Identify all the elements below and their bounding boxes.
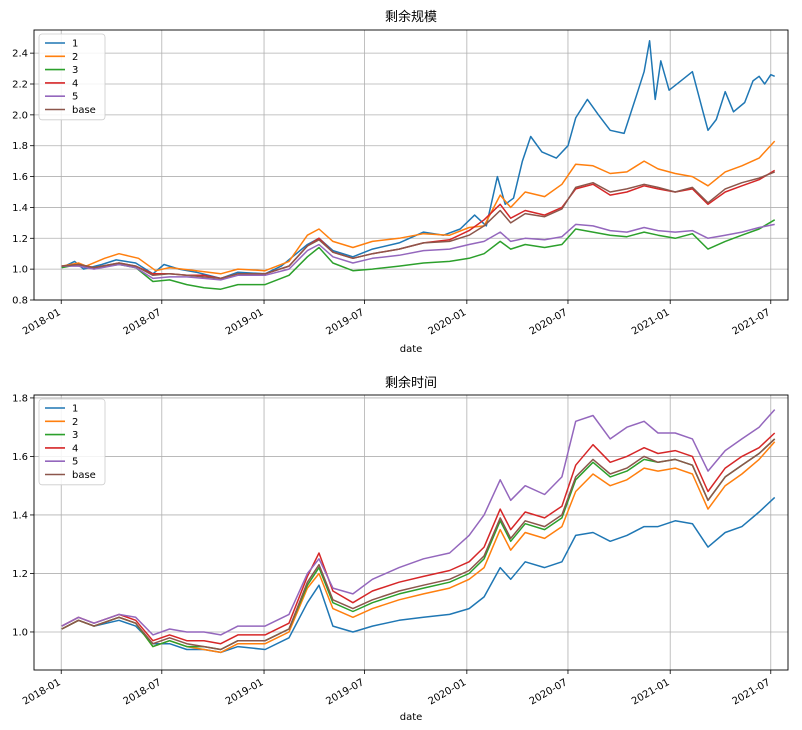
chart-panel-2: 剩余时间 1.0 1.2 1.4 1.6 1.8 2018-01 2018-07 2019-01… xyxy=(12,375,789,723)
legend-box xyxy=(38,33,106,121)
x-tick-label: 2021-07 xyxy=(731,307,773,337)
x-tick-label: 2018-07 xyxy=(122,307,164,337)
x-tick-label: 2020-07 xyxy=(528,307,570,337)
y-tick-label: 1.6 xyxy=(12,452,28,463)
chart-panel-1: 剩余规模 0.8 1.0 1.2 1.4 1.6 1.8 2.0 2.2 2.4 2018-01 20… xyxy=(12,9,789,355)
x-tick-label: 2020-01 xyxy=(427,307,469,337)
legend-label-base: base xyxy=(72,105,96,116)
series-line-base xyxy=(61,438,776,651)
legend-label-1: 1 xyxy=(72,404,78,415)
legend-label-base: base xyxy=(72,470,96,481)
x-tick-label: 2019-07 xyxy=(324,307,366,337)
x-tick-label: 2020-01 xyxy=(427,677,469,707)
chart-title: 剩余规模 xyxy=(385,9,437,25)
y-tick-label: 1.8 xyxy=(12,141,28,152)
y-tick-label: 2.2 xyxy=(12,80,28,91)
legend: 1 2 3 4 5 base xyxy=(38,398,106,486)
legend-label-5: 5 xyxy=(72,457,78,468)
y-tick-label: 1.4 xyxy=(12,510,28,521)
legend-label-5: 5 xyxy=(72,92,78,103)
series-line-4 xyxy=(61,432,776,645)
y-tick-label: 1.2 xyxy=(12,234,28,245)
x-tick-label: 2019-07 xyxy=(324,677,366,707)
x-axis-label: date xyxy=(400,344,423,355)
y-tick-label: 1.8 xyxy=(12,393,28,404)
legend: 1 2 3 4 5 base xyxy=(38,33,106,121)
x-tick-label: 2019-01 xyxy=(224,677,266,707)
series-line-1 xyxy=(61,40,775,280)
series-line-base xyxy=(61,171,775,280)
series-line-2 xyxy=(61,441,776,654)
x-tick-label: 2021-07 xyxy=(731,677,773,707)
y-tick-label: 1.4 xyxy=(12,203,28,214)
legend-label-3: 3 xyxy=(72,65,78,76)
y-tick-label: 0.8 xyxy=(12,296,28,307)
y-tick-label: 2.0 xyxy=(12,110,28,121)
x-axis-label: date xyxy=(400,712,423,723)
x-tick-label: 2019-01 xyxy=(224,307,266,337)
x-tick-label: 2021-01 xyxy=(630,307,672,337)
plot-frame xyxy=(33,29,789,301)
y-tick-label: 1.6 xyxy=(12,172,28,183)
legend-label-4: 4 xyxy=(72,443,78,454)
y-tick-label: 1.0 xyxy=(12,627,28,638)
series-line-1 xyxy=(61,496,776,654)
legend-label-3: 3 xyxy=(72,430,78,441)
x-tick-label: 2020-07 xyxy=(528,677,570,707)
plot-frame xyxy=(33,394,789,671)
x-tick-label: 2021-01 xyxy=(630,677,672,707)
legend-label-1: 1 xyxy=(72,39,78,50)
series-line-3 xyxy=(61,219,776,290)
series-line-5 xyxy=(61,409,776,636)
x-tick-label: 2018-01 xyxy=(21,677,63,707)
series-line-2 xyxy=(61,140,776,275)
series-line-4 xyxy=(61,169,776,280)
y-tick-label: 1.0 xyxy=(12,265,28,276)
series-line-5 xyxy=(61,223,775,281)
legend-label-2: 2 xyxy=(72,417,78,428)
x-tick-label: 2018-07 xyxy=(122,677,164,707)
legend-label-4: 4 xyxy=(72,78,78,89)
legend-label-2: 2 xyxy=(72,52,78,63)
x-tick-label: 2018-01 xyxy=(21,307,63,337)
legend-box xyxy=(38,398,106,486)
y-tick-label: 1.2 xyxy=(12,569,28,580)
y-tick-label: 2.4 xyxy=(12,49,28,60)
chart-title: 剩余时间 xyxy=(385,375,437,391)
